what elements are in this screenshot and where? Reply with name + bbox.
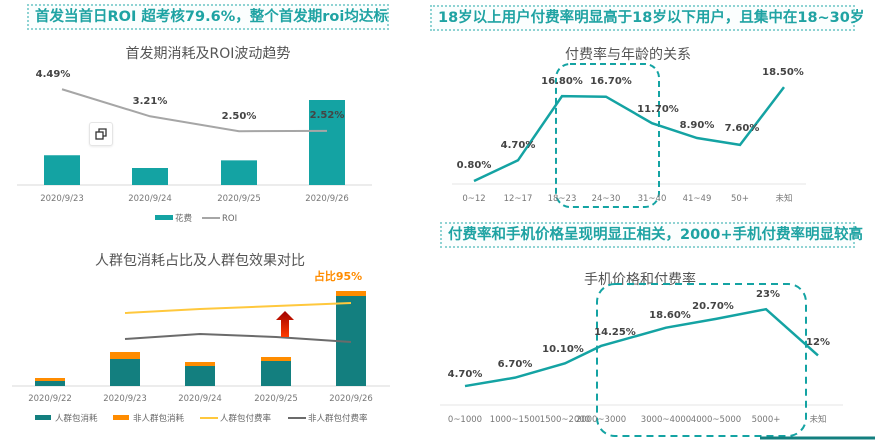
chart4-title: 手机价格和付费率	[584, 271, 696, 288]
x-tick-label: 2020/9/26	[305, 194, 349, 204]
chart2-title: 人群包消耗占比及人群包效果对比	[95, 253, 305, 269]
bar-spend	[221, 160, 257, 185]
x-tick-label: 41~49	[683, 194, 712, 204]
bar-audience-spend	[110, 359, 140, 386]
legend-spend: 花费	[175, 213, 193, 224]
data-label: 18.50%	[762, 67, 804, 78]
data-label: 6.70%	[498, 359, 533, 370]
x-tick-label: 2020/9/25	[217, 194, 261, 204]
x-tick-label: 1000~1500	[490, 415, 540, 425]
x-tick-label: 4000~5000	[691, 415, 741, 425]
x-tick-label: 18~23	[548, 194, 577, 204]
data-line	[464, 307, 819, 388]
chart-audience: 人群包消耗占比及人群包效果对比 占比95% 2020/9/22 2020/9/23…	[12, 253, 390, 424]
bar-spend	[132, 168, 168, 185]
headline-price: 付费率和手机价格呈现明显正相关，2000+手机付费率明显较高	[440, 222, 863, 248]
data-label: 16.70%	[590, 76, 632, 87]
data-label: 4.70%	[501, 140, 536, 151]
x-tick-label: 12~17	[504, 194, 533, 204]
x-tick-label: 2020/9/22	[28, 394, 72, 404]
data-label: 0.80%	[457, 160, 492, 171]
data-label: 4.70%	[448, 369, 483, 380]
bar-non-audience-spend	[261, 357, 291, 361]
data-label: 20.70%	[692, 301, 734, 312]
data-label: 11.70%	[637, 104, 679, 115]
bar-non-audience-spend	[35, 378, 65, 381]
x-tick-label: 3000~4000	[641, 415, 691, 425]
x-tick-label: 1500~2000	[540, 415, 590, 425]
legend-label: 非人群包付费率	[308, 413, 368, 424]
legend-swatch-spend	[155, 215, 173, 220]
legend-label: 人群包付费率	[220, 413, 272, 424]
x-tick-label: 未知	[809, 414, 826, 425]
chart1-title: 首发期消耗及ROI波动趋势	[126, 46, 291, 62]
bar-audience-spend	[35, 381, 65, 386]
roi-line	[61, 88, 328, 133]
x-tick-label: 31~40	[638, 194, 667, 204]
x-tick-label: 2020/9/24	[178, 394, 222, 404]
roi-label: 2.52%	[310, 110, 345, 121]
non-audience-rate-line	[124, 332, 352, 343]
x-tick-label: 2020/9/24	[128, 194, 172, 204]
data-label: 12%	[806, 337, 830, 348]
audience-rate-line	[124, 302, 352, 314]
x-tick-label: 2020/9/25	[254, 394, 298, 404]
chart3-title: 付费率与年龄的关系	[565, 46, 691, 63]
highlight-box-age	[555, 63, 660, 208]
legend-roi: ROI	[222, 214, 237, 224]
chart-spend-roi: 首发期消耗及ROI波动趋势 2020/9/23 2020/9/24 2020/9/2…	[17, 46, 372, 224]
data-label: 23%	[756, 289, 780, 300]
x-tick-label: 5000+	[752, 415, 781, 425]
x-tick-label: 2000~3000	[576, 415, 626, 425]
x-tick-label: 未知	[775, 193, 792, 204]
legend-label: 人群包消耗	[55, 413, 98, 424]
roi-label: 4.49%	[36, 69, 71, 80]
chart-price: 手机价格和付费率 4.70% 0~1000 6.70% 1000~1500 10.10%…	[440, 271, 875, 440]
bar-spend	[309, 100, 345, 185]
legend-swatch	[113, 415, 129, 420]
data-label: 18.60%	[649, 310, 691, 321]
x-tick-label: 2020/9/26	[329, 394, 373, 404]
x-tick-label: 24~30	[592, 194, 621, 204]
roi-label: 2.50%	[222, 111, 257, 122]
up-arrow-icon	[276, 311, 294, 337]
x-tick-label: 50+	[731, 194, 749, 204]
x-tick-label: 2020/9/23	[103, 394, 147, 404]
bar-spend	[44, 155, 80, 185]
data-label: 16.80%	[541, 76, 583, 87]
copy-icon	[95, 128, 107, 140]
data-label: 10.10%	[542, 344, 584, 355]
share-annotation: 占比95%	[314, 269, 362, 283]
x-tick-label: 0~12	[462, 194, 485, 204]
legend-label: 非人群包消耗	[133, 413, 185, 424]
data-label: 14.25%	[594, 327, 636, 338]
x-tick-label: 2020/9/23	[40, 194, 84, 204]
chart-age: 付费率与年龄的关系 0.80% 0~12 4.70% 12~17 16.80% 18~23…	[452, 46, 806, 208]
bar-audience-spend	[185, 366, 215, 386]
headline-roi: 首发当首日ROI 超考核79.6%，整个首发期roi均达标	[27, 4, 389, 30]
x-tick-label: 0~1000	[448, 415, 482, 425]
bar-non-audience-spend	[336, 291, 366, 296]
bar-audience-spend	[261, 361, 291, 386]
data-label: 8.90%	[680, 120, 715, 131]
legend-swatch	[35, 415, 51, 420]
bar-non-audience-spend	[185, 362, 215, 366]
copy-button[interactable]	[89, 122, 113, 146]
data-label: 7.60%	[725, 123, 760, 134]
bar-non-audience-spend	[110, 352, 140, 359]
roi-label: 3.21%	[133, 96, 168, 107]
headline-age: 18岁以上用户付费率明显高于18岁以下用户，且集中在18~30岁	[430, 5, 864, 31]
highlight-box-price	[596, 283, 807, 437]
data-line	[473, 86, 785, 183]
